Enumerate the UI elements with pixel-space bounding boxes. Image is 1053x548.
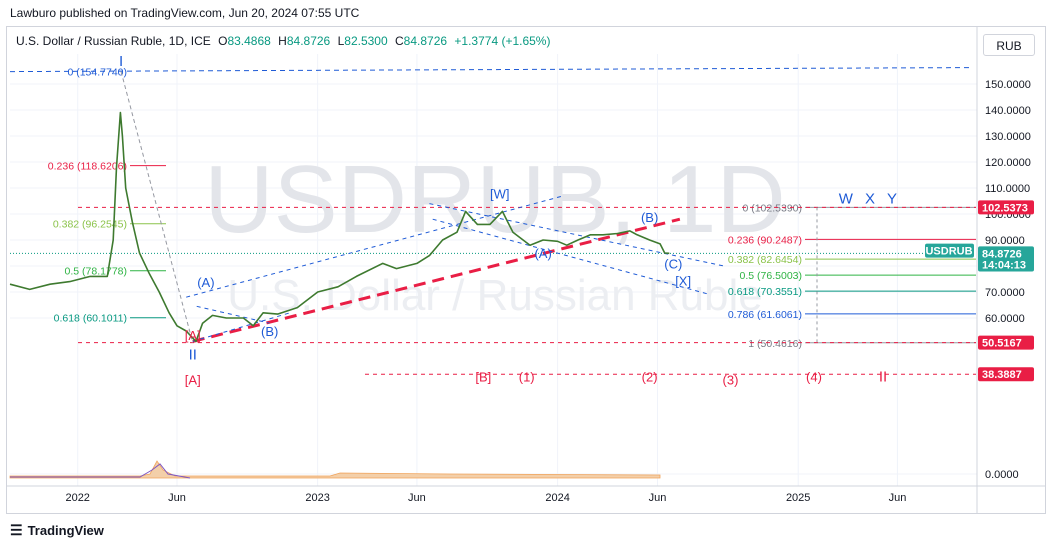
time-axis: 2022 Jun 2023 Jun 2024 Jun 2025 Jun — [65, 492, 906, 504]
time-tick-label: Jun — [889, 492, 907, 504]
footer-brand: TradingView — [27, 523, 104, 538]
red-support-trendline — [192, 217, 681, 343]
open-label: O — [218, 34, 228, 48]
close-value: 84.8726 — [403, 34, 448, 48]
price-tag-label: 84.8726 — [982, 248, 1022, 260]
volume-line — [10, 463, 191, 479]
price-tick-label: 130.0000 — [985, 131, 1031, 143]
time-tick-label: 2024 — [545, 492, 569, 504]
time-tick-label: 2025 — [786, 492, 810, 504]
channel-upper-line — [186, 195, 564, 298]
time-tick-label: Jun — [168, 492, 186, 504]
watermark-main: USDRUB, 1D — [204, 146, 785, 253]
fib-level-label: 0.786 (61.6061) — [728, 309, 802, 321]
fib-diagonal-left — [120, 71, 194, 343]
fib-level-label: 0.236 (90.2487) — [728, 234, 802, 246]
time-tick-label: Jun — [408, 492, 426, 504]
low-value: 82.5300 — [344, 34, 388, 48]
price-tag-label: 102.5373 — [982, 202, 1028, 214]
watermark-sub: U.S. Dollar / Russian Ruble — [227, 271, 763, 320]
price-tick-label: 110.0000 — [985, 183, 1030, 195]
chart-frame — [6, 26, 1046, 514]
tradingview-logo-icon: ☰ — [10, 522, 23, 538]
wave-label: (C) — [664, 257, 682, 272]
currency-button[interactable]: RUB — [983, 34, 1035, 56]
time-tick-label: 2022 — [65, 492, 89, 504]
price-tag-bg — [978, 257, 1034, 272]
wave-label: (A) — [534, 246, 551, 261]
price-tick-label: 90.0000 — [985, 235, 1025, 247]
fib-level-label: 0.382 (82.6454) — [728, 254, 802, 266]
wave-label: (B) — [261, 324, 278, 339]
x-channel-upper-line — [429, 203, 725, 267]
watermark: USDRUB, 1D U.S. Dollar / Russian Ruble — [204, 146, 785, 320]
wave-label: II — [879, 369, 887, 386]
price-tag-bg — [978, 246, 1034, 261]
price-axis: 150.0000 140.0000 130.0000 120.0000 110.0000… — [985, 79, 1031, 481]
symbol-title: U.S. Dollar / Russian Ruble, 1D, ICE — [16, 34, 211, 48]
wave-label: [X] — [675, 274, 691, 289]
wave-label: [W] — [490, 186, 510, 201]
fib-level-label: 0.5 (78.1778) — [65, 266, 127, 278]
wave-label: (3) — [723, 372, 739, 387]
price-tick-label: 140.0000 — [985, 105, 1031, 117]
high-value: 84.8726 — [286, 34, 331, 48]
fib-level-label: 0.236 (118.6206) — [48, 161, 127, 173]
symbol-tag-label: USDRUB — [925, 246, 972, 258]
fib-level-label: 0.5 (76.5003) — [740, 270, 802, 282]
price-tick-label: 0.0000 — [985, 469, 1019, 481]
channel-lower-line — [192, 312, 291, 342]
wave-label: [A] — [185, 328, 201, 343]
price-tag-label: 14:04:13 — [982, 259, 1026, 271]
trend-lines — [186, 195, 725, 343]
price-tag-bg — [978, 200, 1034, 215]
price-tag-label: 50.5167 — [982, 338, 1022, 350]
volume-strip — [9, 460, 661, 479]
close-label: C — [395, 34, 404, 48]
price-tag-bg — [978, 367, 1034, 382]
fib-level-label: 0.382 (96.2545) — [53, 219, 127, 231]
fib-level-label: 0.618 (60.1011) — [54, 313, 127, 325]
wave-label: (A) — [197, 275, 214, 290]
grid-lines — [6, 26, 1046, 514]
price-tick-label: 70.0000 — [985, 287, 1025, 299]
volume-area — [9, 460, 661, 479]
symbol-legend: U.S. Dollar / Russian Ruble, 1D, ICE O83… — [16, 34, 550, 48]
wave-label: (4) — [806, 370, 822, 385]
price-tick-label: 150.0000 — [985, 79, 1031, 91]
open-value: 83.4868 — [227, 34, 271, 48]
change-value: +1.3774 (+1.65%) — [454, 34, 551, 48]
wave-label: (1) — [519, 370, 535, 385]
wave-labels: III[A][A](A)(B)[W](A)(B)(C)[X]W X Y[B] (1… — [119, 53, 901, 387]
time-tick-label: 2023 — [305, 492, 329, 504]
wave-label: [A] — [185, 372, 201, 387]
price-series — [9, 111, 670, 343]
fib-level-label: 0.618 (70.3551) — [728, 286, 802, 298]
price-tick-label: 60.0000 — [985, 313, 1025, 325]
fib-level-label: 1 (50.4616) — [748, 338, 802, 350]
wave-label: II — [189, 347, 197, 364]
fib-level-label: 0 (102.5390) — [742, 202, 802, 214]
wave-label: W X Y — [839, 191, 901, 208]
low-label: L — [337, 34, 345, 48]
symbol-tag-bg — [925, 243, 974, 258]
price-tag-bg — [978, 335, 1034, 350]
high-label: H — [278, 34, 287, 48]
price-tag-label: 38.3887 — [982, 369, 1022, 381]
wave-label: I — [119, 53, 123, 70]
wave-label: (2) — [642, 370, 658, 385]
resistance-line — [9, 67, 973, 73]
price-line — [9, 111, 670, 343]
wave-label: [B] — [475, 370, 491, 385]
published-by: Lawburo published on TradingView.com, Ju… — [10, 6, 360, 20]
wave-label: (B) — [641, 210, 658, 225]
price-tick-label: 120.0000 — [985, 157, 1031, 169]
footer: ☰ TradingView — [10, 522, 104, 539]
fib-level-label: 0 (154.7740) — [67, 67, 127, 79]
fib-levels: 0 (154.7740) 0.236 (118.6206) 0.382 (96.25… — [9, 67, 976, 375]
time-tick-label: Jun — [649, 492, 667, 504]
